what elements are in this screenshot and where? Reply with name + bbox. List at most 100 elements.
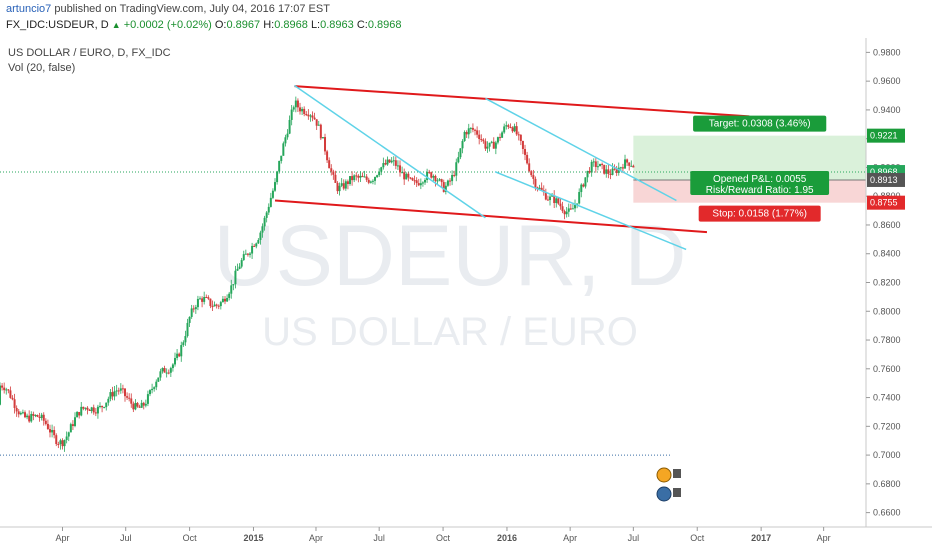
candle-body (501, 132, 504, 138)
price-tick-label: 0.6600 (873, 508, 901, 518)
candle-body (17, 411, 20, 415)
candle-body (409, 177, 412, 179)
flag-icon[interactable] (656, 486, 672, 502)
candle-body (451, 174, 454, 182)
candle-body (0, 385, 1, 405)
candle-body (257, 239, 260, 244)
candle-body (438, 179, 441, 181)
candle-body (569, 208, 572, 210)
candle-body (251, 245, 254, 254)
candle-body (490, 141, 493, 143)
third-trend-line[interactable] (494, 171, 687, 251)
candle-body (336, 182, 339, 192)
candle-body (324, 137, 327, 152)
candle-body (169, 368, 172, 373)
candle-body (211, 306, 214, 308)
second-trend-line[interactable] (485, 97, 677, 202)
candle-body (513, 126, 516, 132)
close-value: 0.8968 (367, 19, 402, 31)
candle-body (519, 134, 522, 142)
earnings-icon[interactable] (656, 467, 672, 483)
candle-body (338, 185, 341, 192)
position-labels: Target: 0.0308 (3.46%) Opened P&L: 0.0055… (690, 115, 830, 222)
candle-body (234, 270, 237, 285)
candle-body (71, 424, 74, 426)
candle-body (188, 316, 191, 323)
candle-body (28, 415, 31, 422)
candle-body (557, 198, 560, 204)
candle-body (465, 131, 468, 135)
candle-body (453, 174, 456, 176)
price-tick-label: 0.9800 (873, 47, 901, 57)
time-axis[interactable]: Apr Jul Oct 2015 Apr Jul Oct 2016 Apr Jul Oct 2017 A… (55, 527, 831, 543)
lower-channel-line[interactable] (274, 199, 708, 234)
candle-body (107, 398, 110, 403)
candle-body (253, 245, 256, 247)
pnl-label-text: Opened P&L: 0.0055 (713, 174, 807, 185)
candle-body (271, 190, 274, 198)
candle-body (207, 297, 210, 299)
candle-body (415, 180, 418, 184)
candle-body (167, 372, 170, 374)
candle-body (532, 175, 535, 179)
candle-body (121, 388, 124, 390)
candle-body (307, 114, 310, 117)
candle-body (390, 160, 393, 163)
price-tick-label: 0.8600 (873, 220, 901, 230)
candle-body (440, 179, 443, 183)
candle-body (46, 423, 49, 430)
candle-body (353, 175, 356, 181)
candle-body (571, 208, 574, 210)
time-tick-label: 2015 (243, 533, 263, 543)
candle-body (101, 405, 104, 408)
candle-body (628, 162, 631, 166)
candle-body (180, 345, 183, 357)
drawings[interactable] (274, 84, 750, 251)
time-tick-label: Jul (628, 533, 640, 543)
candle-body (109, 392, 112, 399)
candle-body (149, 390, 152, 395)
candle-body (134, 402, 137, 410)
candle-body (238, 266, 241, 269)
candle-body (226, 297, 229, 302)
candle-body (3, 387, 6, 391)
candle-body (611, 168, 614, 175)
candle-body (365, 176, 368, 180)
author-link[interactable]: artuncio7 (6, 3, 52, 15)
candle-body (613, 168, 616, 170)
candle-body (515, 126, 518, 135)
first-trend-line[interactable] (294, 84, 486, 219)
candle-body (417, 183, 420, 186)
candle-body (632, 165, 635, 168)
candle-body (78, 412, 81, 416)
time-tick-label: Oct (183, 533, 198, 543)
candle-body (467, 128, 470, 135)
candle-body (80, 406, 83, 416)
upper-channel-line[interactable] (294, 85, 750, 118)
candle-body (376, 175, 379, 178)
low-value: 0.8963 (320, 19, 354, 31)
event-icons[interactable] (656, 467, 681, 502)
candle-body (282, 143, 285, 156)
candle-body (588, 170, 591, 173)
candle-body (567, 208, 570, 212)
close-label: C: (356, 19, 368, 31)
candle-body (186, 322, 189, 337)
target-price-tag: 0.9221 (867, 128, 905, 143)
candle-body (1, 385, 4, 388)
candle-body (67, 432, 70, 437)
candle-body (255, 243, 258, 247)
candle-body (315, 119, 318, 126)
time-tick-label: Apr (309, 533, 323, 543)
candle-body (559, 203, 562, 207)
candle-body (30, 413, 33, 422)
candle-body (128, 397, 131, 399)
candle-body (111, 392, 114, 397)
candle-body (126, 396, 129, 398)
candle-body (130, 398, 133, 404)
candle-body (236, 268, 239, 271)
candle-body (99, 405, 102, 407)
candle-body (394, 160, 397, 166)
candle-body (76, 412, 79, 418)
